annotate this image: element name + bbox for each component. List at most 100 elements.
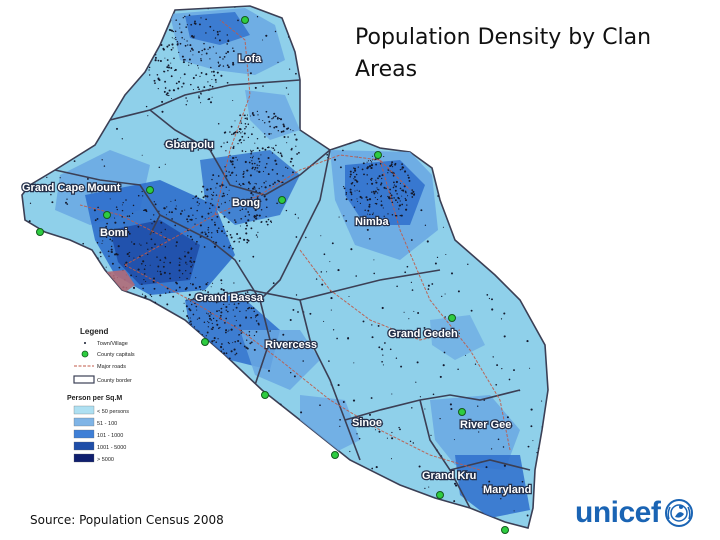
town-dot (184, 251, 186, 253)
town-dot (431, 283, 434, 285)
town-dot (490, 448, 493, 450)
town-dot (219, 56, 221, 59)
town-dot (205, 335, 207, 337)
town-dot (353, 178, 355, 180)
town-dot (256, 197, 259, 200)
town-dot (235, 180, 238, 182)
town-dot (347, 337, 349, 339)
town-dot (149, 264, 151, 266)
town-dot (399, 200, 401, 202)
town-dot (262, 170, 265, 173)
town-dot (281, 181, 283, 184)
town-dot (210, 211, 212, 213)
town-dot (357, 200, 359, 202)
town-dot (141, 190, 143, 193)
town-dot (355, 179, 358, 182)
town-dot (389, 188, 391, 191)
town-dot (439, 375, 442, 378)
town-dot (204, 290, 206, 292)
town-dot (180, 31, 183, 34)
town-dot (444, 316, 446, 318)
town-dot (354, 190, 356, 192)
town-dot (375, 202, 378, 205)
town-dot (226, 34, 229, 36)
town-dot (253, 203, 256, 206)
town-dot (207, 291, 210, 294)
town-dot (179, 42, 182, 45)
town-dot (382, 354, 384, 356)
county-label-river-gee: River Gee (460, 419, 511, 431)
town-dot (202, 196, 205, 199)
town-dot (238, 334, 240, 336)
town-dot (358, 426, 360, 428)
town-dot (292, 308, 295, 311)
town-dot (164, 57, 166, 59)
town-dot (411, 192, 414, 195)
town-dot (460, 472, 463, 475)
town-dot (205, 73, 208, 76)
town-dot (188, 293, 191, 296)
town-dot (401, 163, 403, 165)
town-dot (148, 66, 151, 69)
town-dot (265, 198, 268, 201)
town-dot (399, 214, 401, 217)
town-dot (350, 193, 353, 196)
town-dot (212, 326, 214, 329)
town-dot (248, 306, 251, 309)
town-dot (115, 206, 118, 208)
town-dot (238, 241, 240, 243)
town-dot (323, 253, 326, 256)
town-dot (154, 243, 156, 246)
town-dot (203, 48, 206, 51)
town-dot (144, 265, 147, 267)
town-dot (376, 198, 379, 201)
town-dot (256, 137, 259, 140)
town-dot (478, 431, 480, 433)
town-dot (500, 498, 502, 500)
town-dot (272, 116, 275, 119)
town-dot (260, 208, 263, 211)
town-dot (269, 220, 272, 223)
town-dot (235, 306, 238, 309)
town-dot (486, 294, 489, 296)
town-dot (274, 115, 277, 118)
town-dot (356, 198, 358, 200)
town-dot (210, 319, 213, 321)
town-dot (337, 384, 340, 387)
town-dot (376, 192, 379, 194)
town-dot (195, 218, 197, 220)
town-dot (457, 290, 460, 293)
county-label-nimba: Nimba (355, 216, 390, 228)
town-dot (220, 279, 223, 282)
town-dot (213, 74, 216, 77)
town-dot (508, 378, 511, 381)
town-dot (244, 123, 247, 125)
town-dot (201, 231, 204, 234)
town-dot (381, 348, 384, 351)
town-dot (396, 285, 398, 288)
town-dot (207, 282, 209, 284)
town-dot (251, 160, 253, 162)
town-dot (243, 345, 246, 348)
town-dot (150, 238, 153, 241)
town-dot (163, 71, 166, 73)
town-dot (174, 30, 177, 33)
town-dot (228, 171, 230, 173)
town-dot (175, 289, 178, 292)
town-dot (427, 288, 430, 290)
town-dot (225, 352, 228, 355)
town-dot (182, 61, 185, 64)
town-dot (168, 291, 171, 293)
town-dot (142, 209, 145, 211)
town-dot (275, 163, 278, 166)
town-dot (328, 360, 330, 362)
town-dot (133, 257, 135, 259)
town-dot (228, 211, 231, 214)
town-dot (232, 50, 235, 53)
town-dot (399, 182, 401, 184)
town-dot (252, 188, 254, 190)
town-dot (266, 163, 268, 165)
town-dot (188, 64, 190, 66)
town-dot (59, 177, 61, 179)
town-dot (410, 281, 412, 283)
